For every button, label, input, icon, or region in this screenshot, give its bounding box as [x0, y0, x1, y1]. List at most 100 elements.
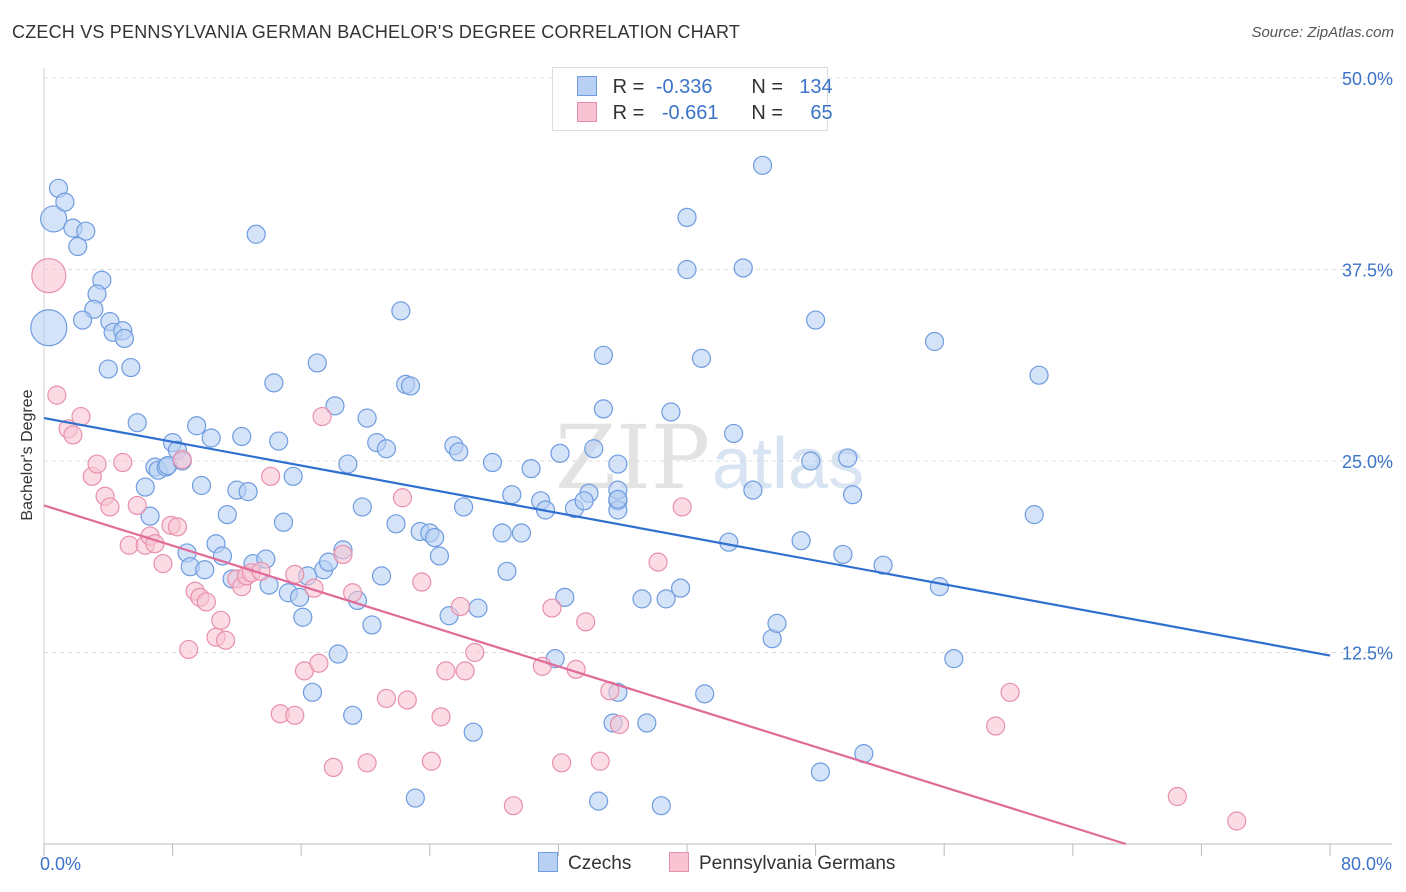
pa-germans-point	[609, 714, 630, 735]
legend-swatch-czechs	[577, 76, 597, 96]
pa-germans-point	[576, 612, 596, 632]
czechs-point	[371, 566, 392, 586]
pa-germans-point	[412, 572, 432, 592]
czechs-point	[838, 448, 858, 468]
grid-lines	[44, 77, 1392, 653]
czechs-point	[195, 560, 215, 580]
czechs-point	[608, 489, 628, 509]
czechs-point	[68, 236, 88, 257]
czechs-point	[293, 607, 313, 627]
pa-germans-point	[119, 535, 139, 555]
czechs-point	[273, 512, 294, 532]
czechs-point	[677, 259, 697, 280]
pa-germans-point	[196, 592, 216, 612]
czechs-point	[135, 477, 155, 497]
pa-germans-point	[211, 610, 231, 630]
czechs-point	[555, 587, 575, 607]
legend-r-label: R =	[612, 102, 645, 124]
y-axis-label: Bachelor's Degree	[19, 389, 36, 521]
pa-germans-point	[1000, 682, 1020, 702]
pa-germans-point	[455, 661, 475, 681]
chart-title: CZECH VS PENNSYLVANIA GERMAN BACHELOR'S …	[12, 22, 741, 42]
czechs-point	[550, 443, 570, 463]
czechs-point	[40, 205, 68, 233]
czechs-point	[929, 577, 949, 597]
czechs-point	[140, 506, 160, 526]
czechs-point	[767, 613, 787, 633]
trend-lines	[43, 417, 1331, 846]
czechs-point	[201, 428, 221, 448]
czechs-point	[924, 331, 945, 352]
czechs-point	[511, 523, 532, 543]
czechs-point	[283, 466, 303, 486]
legend-n-value-czechs: 134	[799, 76, 833, 98]
czechs-point	[429, 546, 450, 566]
pa-germans-point	[285, 705, 305, 725]
watermark: ZIP atlas	[555, 406, 864, 509]
czechs-point	[343, 705, 363, 725]
pa-germans-point	[376, 688, 396, 709]
pa-germans-point	[31, 258, 67, 294]
czechs-point	[724, 423, 744, 444]
pa-germans-point	[1227, 811, 1247, 831]
bottom-legend-label-pa-germans: Pennsylvania Germans	[699, 853, 896, 874]
czechs-point	[691, 348, 712, 368]
czechs-point	[246, 224, 266, 244]
x-tick-label-0: 0.0%	[40, 854, 81, 874]
czechs-point	[232, 426, 252, 447]
czechs-point	[302, 682, 323, 702]
czechs-point	[463, 722, 483, 742]
pa-germans-point	[436, 661, 456, 681]
czechs-point	[1024, 505, 1044, 525]
czechs-point	[743, 480, 763, 500]
czechs-point	[695, 684, 715, 704]
czechs-point	[670, 578, 691, 598]
bottom-legend-label-czechs: Czechs	[568, 853, 632, 874]
czechs-point	[588, 791, 609, 811]
czechs-point	[492, 523, 512, 543]
czechs-point	[362, 615, 382, 635]
legend-row-czechs: R = -0.336 N = 134	[577, 76, 833, 102]
czechs-point	[453, 497, 474, 517]
czechs-point	[842, 485, 863, 505]
pa-germans-point	[172, 449, 192, 470]
legend-r-value-czechs: -0.336	[655, 76, 713, 98]
legend-n-label: N =	[751, 76, 784, 98]
czechs-point	[449, 442, 469, 462]
pa-germans-point	[333, 544, 353, 565]
czechs-point	[482, 452, 503, 473]
bottom-legend-swatch-czechs	[538, 852, 558, 872]
pa-germans-trend-line	[43, 504, 1127, 846]
czechs-point	[264, 373, 284, 393]
czechs-point	[269, 431, 289, 451]
pa-germans-point	[100, 497, 120, 517]
pa-germans-point	[179, 639, 199, 660]
czechs-point	[752, 155, 773, 175]
czechs-point	[677, 207, 697, 228]
czechs-point	[833, 544, 853, 565]
y-tick-label-0: 12.5%	[1342, 644, 1393, 664]
czechs-point	[191, 475, 212, 496]
czechs-point	[637, 713, 657, 733]
stats-legend: R = -0.336 N = 134 R = -0.661 N = 65	[552, 67, 833, 131]
czechs-point	[328, 644, 348, 664]
czechs-point	[719, 532, 739, 552]
pa-germans-point	[986, 716, 1006, 736]
x-tick-label-1: 80.0%	[1341, 854, 1392, 874]
czechs-point	[810, 762, 831, 782]
pa-germans-point	[590, 751, 610, 771]
czechs-point	[338, 454, 358, 474]
pa-germans-point	[285, 564, 305, 584]
czechs-point	[98, 359, 118, 379]
czechs-point	[791, 531, 811, 551]
czechs-point	[55, 192, 75, 212]
czechs-point	[400, 376, 421, 396]
czechs-point	[307, 353, 327, 373]
y-tick-label-2: 37.5%	[1342, 261, 1393, 281]
pa-germans-point	[465, 642, 485, 663]
pa-germans-point	[309, 653, 329, 673]
pa-germans-point	[357, 753, 377, 773]
pa-germans-point	[47, 385, 67, 405]
bottom-legend-czechs: Czechs	[538, 852, 631, 875]
